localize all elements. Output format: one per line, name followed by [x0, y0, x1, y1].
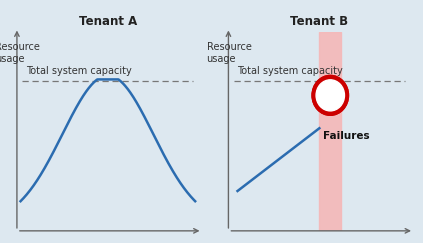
- Bar: [319, 32, 341, 231]
- Title: Tenant A: Tenant A: [79, 15, 137, 28]
- Text: Failures: Failures: [323, 131, 370, 141]
- Circle shape: [316, 80, 344, 111]
- Title: Tenant B: Tenant B: [290, 15, 349, 28]
- Circle shape: [312, 75, 349, 115]
- Text: Resource
usage: Resource usage: [206, 42, 251, 64]
- Text: Resource
usage: Resource usage: [0, 42, 40, 64]
- Circle shape: [312, 75, 349, 115]
- Text: Total system capacity: Total system capacity: [26, 66, 132, 76]
- Text: Total system capacity: Total system capacity: [238, 66, 343, 76]
